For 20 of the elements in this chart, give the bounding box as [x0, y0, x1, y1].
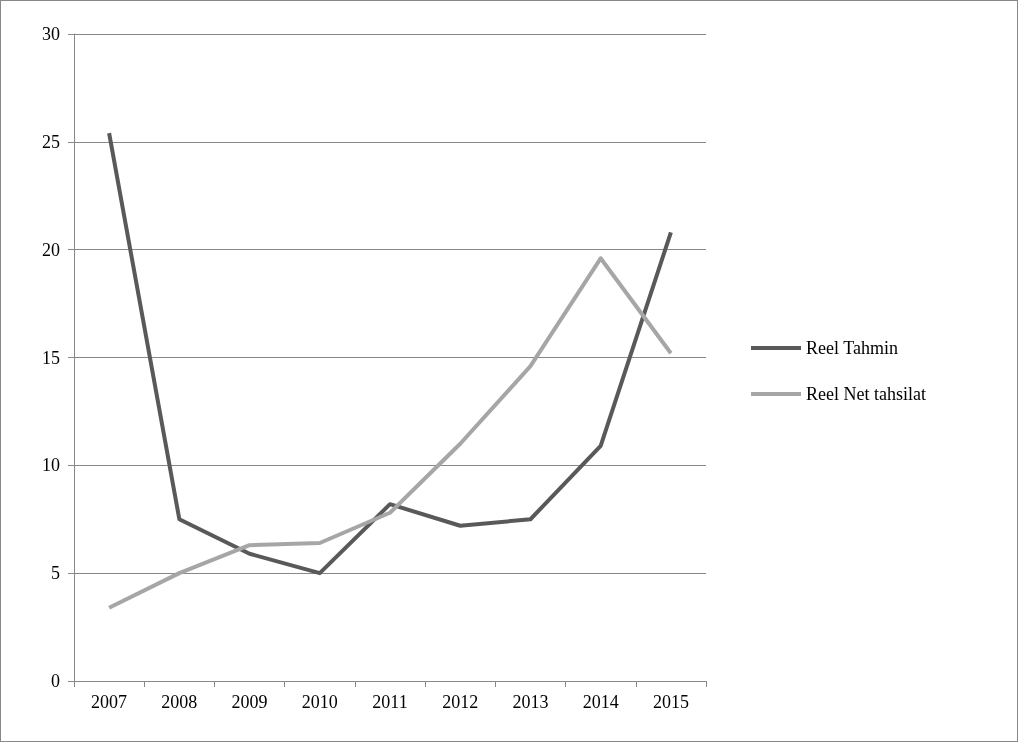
- y-tick-label: 15: [42, 347, 60, 368]
- x-tick-label: 2013: [512, 692, 549, 712]
- y-tick-label: 0: [51, 671, 60, 691]
- y-tick-label: 20: [42, 239, 60, 260]
- x-tick-label: 2015: [652, 692, 689, 712]
- x-tick-label: 2009: [231, 692, 268, 712]
- x-tick-label: 2012: [442, 692, 479, 712]
- x-tick-label: 2011: [372, 692, 408, 712]
- line-series: [107, 131, 673, 576]
- y-tick-label: 5: [51, 563, 60, 584]
- y-tick-label: 25: [42, 131, 60, 152]
- x-tick-label: 2014: [582, 692, 619, 712]
- y-tick-label: 10: [42, 455, 60, 476]
- legend-label: Reel Tahmin: [806, 338, 898, 358]
- x-tick-label: 2007: [91, 692, 128, 712]
- y-tick-label: 30: [42, 24, 60, 44]
- x-tick-label: 2010: [301, 692, 338, 712]
- line-series: [107, 256, 673, 610]
- x-tick-label: 2008: [161, 692, 198, 712]
- legend-label: Reel Net tahsilat: [806, 384, 926, 404]
